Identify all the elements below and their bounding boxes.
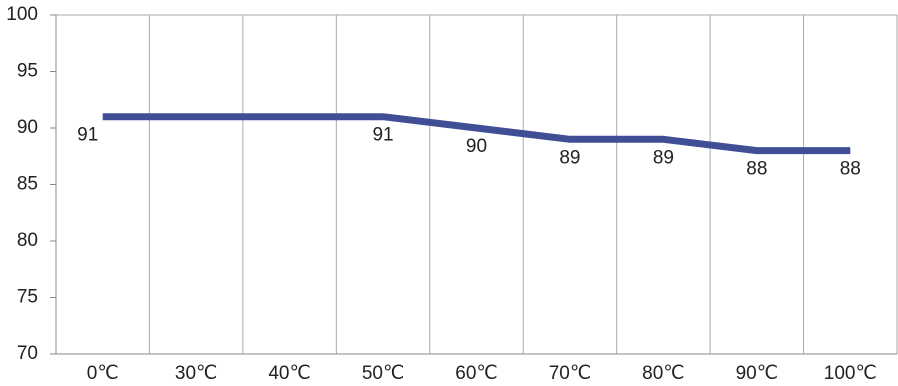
data-label: 88	[840, 159, 861, 180]
x-tick-label: 60℃	[455, 363, 497, 384]
data-label: 91	[372, 125, 393, 146]
y-tick-label: 100	[6, 4, 38, 25]
x-tick-label: 0℃	[87, 363, 119, 384]
x-tick-label: 70℃	[549, 363, 591, 384]
y-tick-label: 95	[17, 61, 38, 82]
y-tick-label: 85	[17, 174, 38, 195]
y-tick-label: 70	[17, 343, 38, 364]
data-label: 90	[466, 136, 487, 157]
line	[102, 113, 851, 155]
y-tick-label: 75	[17, 287, 38, 308]
x-tick-label: 80℃	[642, 363, 684, 384]
data-label: 91	[77, 125, 98, 146]
y-tick-label: 80	[17, 230, 38, 251]
x-tick-label: 50℃	[362, 363, 404, 384]
x-tick-label: 90℃	[736, 363, 778, 384]
x-tick-label: 30℃	[175, 363, 217, 384]
x-tick-label: 100℃	[824, 363, 877, 384]
data-label: 89	[653, 147, 674, 168]
data-label: 89	[559, 147, 580, 168]
data-label: 88	[746, 159, 767, 180]
y-tick-label: 90	[17, 117, 38, 138]
x-tick-label: 40℃	[268, 363, 310, 384]
